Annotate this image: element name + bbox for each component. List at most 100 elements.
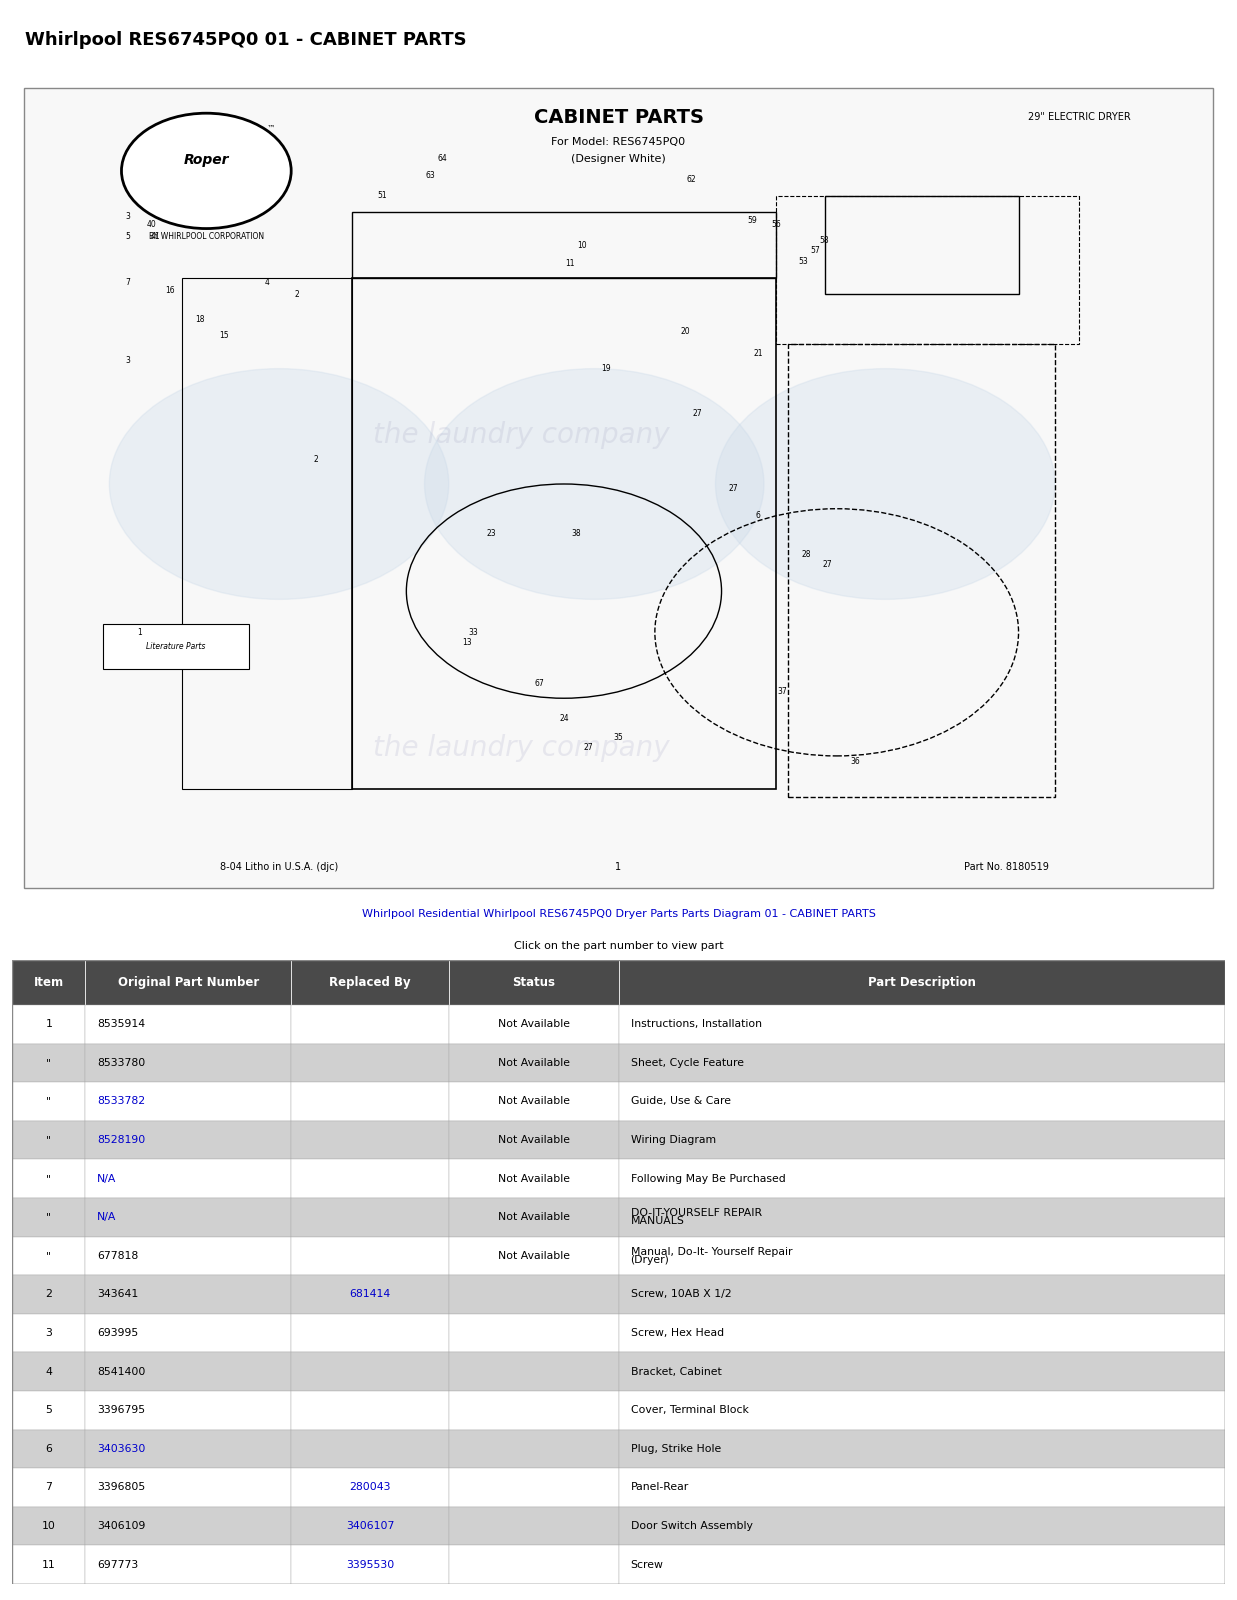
Bar [12,960,85,1005]
Bar [618,1275,1225,1314]
Text: Part No. 8180519: Part No. 8180519 [964,862,1049,872]
Bar [85,1237,291,1275]
Bar [291,960,449,1005]
Text: ": " [46,1134,51,1146]
Text: 56: 56 [771,219,781,229]
Bar [618,960,1225,1005]
Text: For Model: RES6745PQ0: For Model: RES6745PQ0 [552,138,685,147]
Text: 6: 6 [756,510,761,520]
Text: 36: 36 [850,757,860,766]
Text: 5: 5 [46,1405,52,1416]
Bar [12,1352,85,1390]
Text: 15: 15 [220,331,229,341]
Text: 37: 37 [777,686,787,696]
Circle shape [715,368,1055,600]
Bar [449,1120,618,1160]
Bar [182,278,351,789]
Bar [85,1005,291,1043]
Bar [12,1160,85,1198]
Text: 2: 2 [46,1290,52,1299]
Bar [12,1005,85,1043]
Bar [85,1120,291,1160]
Bar [618,1390,1225,1429]
Bar [449,1352,618,1390]
Text: 4: 4 [265,278,270,286]
Bar [12,1314,85,1352]
Text: 343641: 343641 [98,1290,139,1299]
Bar [449,1546,618,1584]
Bar [85,1160,291,1198]
Bar [291,1352,449,1390]
Bar [85,1429,291,1469]
Text: Not Available: Not Available [497,1019,570,1029]
Text: 6: 6 [46,1443,52,1454]
Text: the laundry company: the laundry company [374,421,669,448]
Bar [618,1005,1225,1043]
Bar [618,1198,1225,1237]
Bar [788,344,1055,797]
Text: 10: 10 [42,1522,56,1531]
Text: 11: 11 [565,259,575,267]
Bar [825,195,1018,294]
Text: the laundry company: the laundry company [374,734,669,762]
Text: Panel-Rear: Panel-Rear [631,1483,689,1493]
Text: 33: 33 [468,627,477,637]
Text: Status: Status [512,976,555,989]
Text: 2: 2 [294,290,299,299]
Text: 280043: 280043 [349,1483,391,1493]
Bar [449,1314,618,1352]
Text: Guide, Use & Care: Guide, Use & Care [631,1096,731,1107]
Text: CABINET PARTS: CABINET PARTS [533,107,704,126]
Text: Click on the part number to view part: Click on the part number to view part [513,941,724,950]
Bar [104,624,249,669]
Text: 8-04 Litho in U.S.A. (djc): 8-04 Litho in U.S.A. (djc) [220,862,338,872]
Text: 41: 41 [151,232,161,242]
Bar [618,1082,1225,1120]
Text: ": " [46,1213,51,1222]
Text: 27: 27 [693,410,703,419]
Text: Screw: Screw [631,1560,663,1570]
Bar [85,1546,291,1584]
Bar [449,1275,618,1314]
Bar [85,1390,291,1429]
Text: Not Available: Not Available [497,1096,570,1107]
Text: 8528190: 8528190 [98,1134,146,1146]
Bar [449,1469,618,1507]
Text: 27: 27 [729,483,738,493]
Text: 8533780: 8533780 [98,1058,146,1067]
Text: 1: 1 [616,862,621,872]
Bar [449,1198,618,1237]
Text: 23: 23 [486,530,496,538]
Bar [449,1507,618,1546]
Bar [85,1507,291,1546]
Bar [618,1160,1225,1198]
Text: Not Available: Not Available [497,1058,570,1067]
Text: 67: 67 [534,678,544,688]
Text: 17: 17 [122,171,132,179]
Bar [618,1352,1225,1390]
Bar [85,1043,291,1082]
Text: 1: 1 [137,627,142,637]
Bar [618,1314,1225,1352]
Bar [291,1082,449,1120]
Bar [291,1005,449,1043]
Text: 4: 4 [46,1366,52,1376]
Text: Whirlpool RES6745PQ0 01 - CABINET PARTS: Whirlpool RES6745PQ0 01 - CABINET PARTS [25,30,466,50]
Text: 39: 39 [147,171,157,179]
Bar [449,1237,618,1275]
Text: ": " [46,1096,51,1107]
Text: Instructions, Installation: Instructions, Installation [631,1019,762,1029]
Text: ": " [46,1251,51,1261]
Text: 19: 19 [601,365,611,373]
Text: 51: 51 [377,190,387,200]
Bar [291,1507,449,1546]
Text: 677818: 677818 [98,1251,139,1261]
Text: N/A: N/A [98,1174,116,1184]
Text: 27: 27 [823,560,831,570]
Bar [291,1546,449,1584]
Text: 20: 20 [680,326,690,336]
Text: 40: 40 [147,219,157,229]
Text: ™: ™ [266,123,275,133]
Bar [618,1546,1225,1584]
Text: Wiring Diagram: Wiring Diagram [631,1134,716,1146]
